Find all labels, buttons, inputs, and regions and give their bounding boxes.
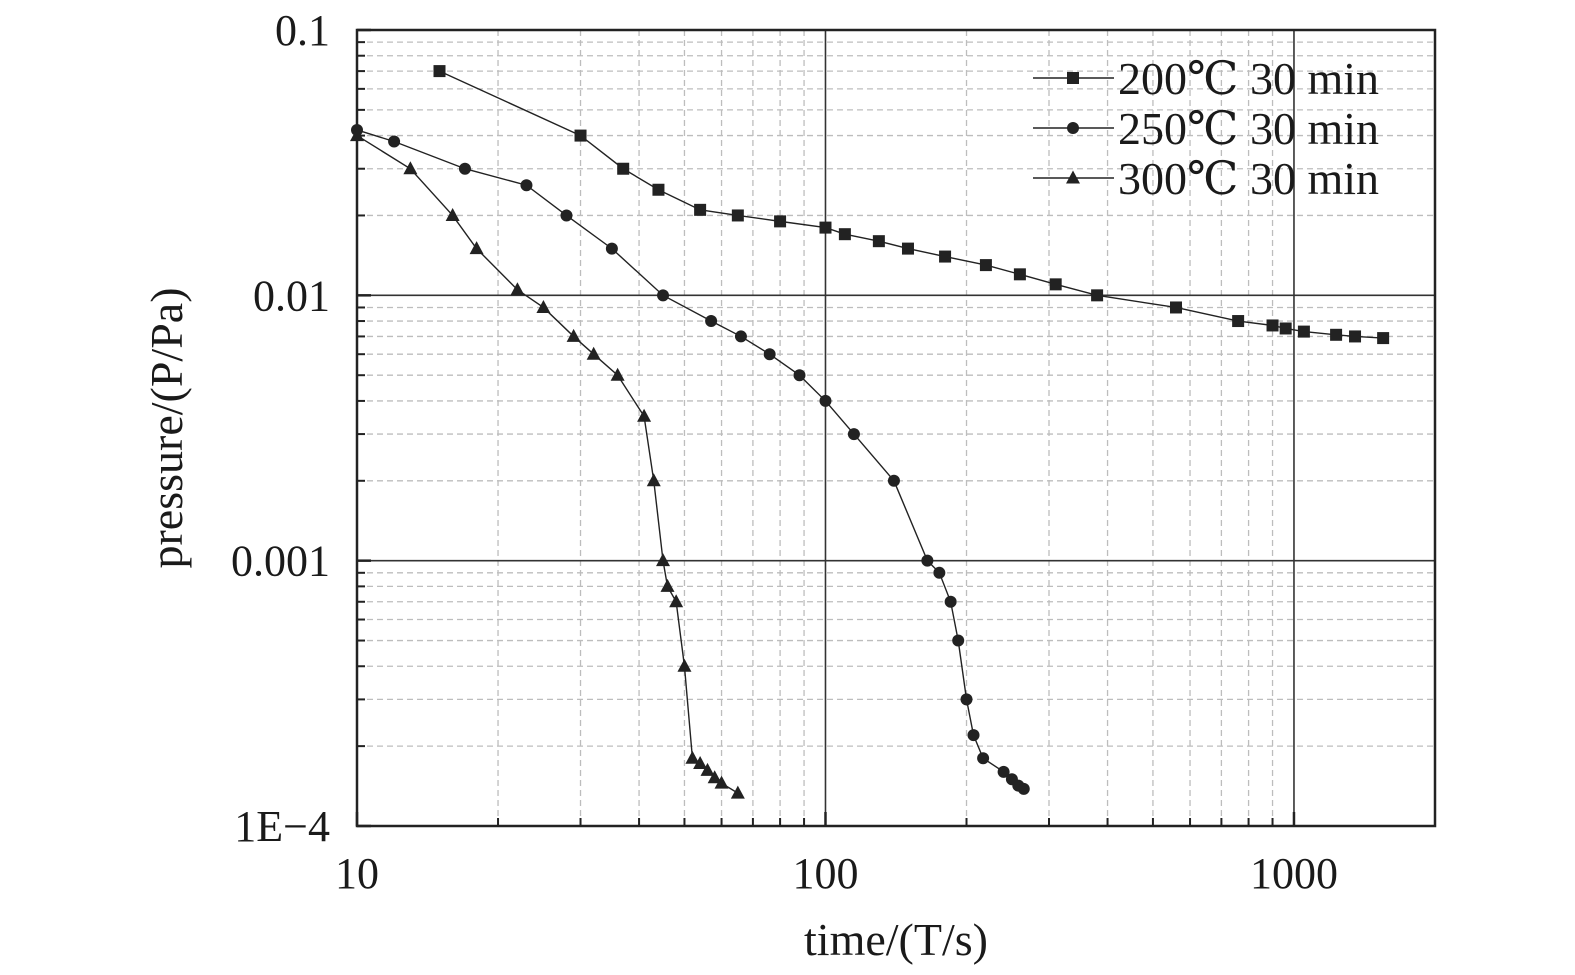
axis-ticks <box>355 28 1296 828</box>
data-point <box>887 474 900 487</box>
x-tick-label: 10 <box>335 849 379 898</box>
data-point <box>1297 325 1310 338</box>
major-gridlines <box>357 30 1435 826</box>
data-point <box>847 428 860 441</box>
legend-marker <box>1067 122 1079 134</box>
y-tick-label: 0.001 <box>231 537 330 586</box>
data-point <box>774 215 787 228</box>
series-3 <box>350 128 745 799</box>
data-point <box>660 578 675 592</box>
data-point <box>677 658 692 672</box>
data-point <box>574 129 587 142</box>
data-point <box>1349 330 1362 343</box>
data-point <box>731 209 744 222</box>
data-point <box>560 209 573 222</box>
y-axis-title: pressure/(P/Pa) <box>141 287 192 568</box>
plot-frame <box>355 28 1437 828</box>
legend-label: 200℃ 30 min <box>1118 53 1379 104</box>
data-point <box>445 207 460 221</box>
data-point <box>967 729 980 742</box>
legend-item: 250℃ 30 min <box>1033 103 1379 154</box>
x-axis-title: time/(T/s) <box>804 914 988 965</box>
data-point <box>693 756 708 770</box>
data-point <box>1170 301 1183 314</box>
data-point <box>730 785 745 799</box>
data-point <box>763 348 776 361</box>
x-tick-label: 1000 <box>1250 849 1338 898</box>
data-point <box>403 161 418 175</box>
data-point <box>1091 289 1104 302</box>
data-point <box>997 765 1010 778</box>
data-point <box>939 250 952 263</box>
data-point <box>566 328 581 342</box>
legend-label: 300℃ 30 min <box>1118 153 1379 204</box>
data-point <box>469 241 484 255</box>
data-point <box>944 595 957 608</box>
data-point <box>960 693 973 706</box>
data-point <box>1266 319 1279 332</box>
data-point <box>646 473 661 487</box>
data-point <box>520 179 533 192</box>
data-point <box>819 221 832 234</box>
data-point <box>1279 322 1292 335</box>
data-point <box>1330 328 1343 341</box>
data-point <box>637 408 652 422</box>
data-point <box>388 135 401 148</box>
data-point <box>657 289 670 302</box>
legend-item: 300℃ 30 min <box>1033 153 1379 204</box>
data-point <box>921 554 934 567</box>
data-point <box>605 242 618 255</box>
data-point <box>610 367 625 381</box>
data-point <box>586 346 601 360</box>
data-point <box>1013 268 1026 281</box>
data-point <box>458 162 471 175</box>
y-tick-label: 1E−4 <box>234 802 330 851</box>
data-point <box>1017 782 1030 795</box>
data-point <box>1377 332 1390 345</box>
legend-marker <box>1067 72 1079 84</box>
data-point <box>734 330 747 343</box>
data-point <box>979 259 992 272</box>
legend-item: 200℃ 30 min <box>1033 53 1379 104</box>
series-2 <box>351 123 1030 795</box>
data-point <box>617 162 630 175</box>
data-point <box>819 394 832 407</box>
data-point <box>536 299 551 313</box>
series-layer <box>350 65 1390 799</box>
data-point <box>1232 315 1245 328</box>
data-point <box>694 203 707 216</box>
data-point <box>1049 278 1062 291</box>
data-point <box>714 775 729 789</box>
data-point <box>433 65 446 78</box>
legend-label: 250℃ 30 min <box>1118 103 1379 154</box>
tick-labels: 10 100 1000 1E−4 0.001 0.01 0.1 <box>231 6 1338 898</box>
data-point <box>707 770 722 784</box>
y-tick-label: 0.1 <box>275 6 330 55</box>
data-point <box>977 752 990 765</box>
legend-marker <box>1066 170 1080 184</box>
data-point <box>669 594 684 608</box>
y-tick-label: 0.01 <box>253 271 330 320</box>
data-point <box>933 566 946 579</box>
data-point <box>510 282 525 296</box>
data-point <box>656 553 671 567</box>
data-point <box>793 369 806 382</box>
data-point <box>700 762 715 776</box>
data-point <box>872 235 885 248</box>
series-1 <box>433 65 1390 345</box>
data-point <box>952 634 965 647</box>
x-tick-label: 100 <box>792 849 858 898</box>
data-point <box>838 228 851 241</box>
minor-gridlines <box>357 30 1435 826</box>
data-point <box>901 242 914 255</box>
data-point <box>652 183 665 196</box>
data-point <box>705 315 718 328</box>
data-point <box>685 750 700 764</box>
